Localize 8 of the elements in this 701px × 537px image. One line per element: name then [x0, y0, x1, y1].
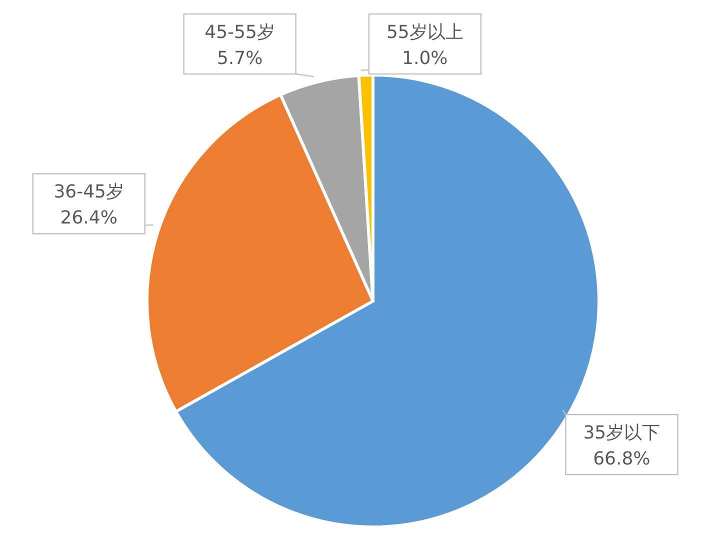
slice-label: 55岁以上	[386, 22, 464, 43]
data-label: 66.8%	[593, 448, 650, 470]
slice-label: 36-45岁	[54, 182, 124, 203]
slice-label: 45-55岁	[204, 22, 275, 43]
slice-label: 35岁以下	[583, 422, 660, 444]
data-label: 5.7%	[216, 48, 263, 69]
data-label: 1.0%	[402, 48, 448, 69]
data-label: 26.4%	[60, 208, 118, 229]
